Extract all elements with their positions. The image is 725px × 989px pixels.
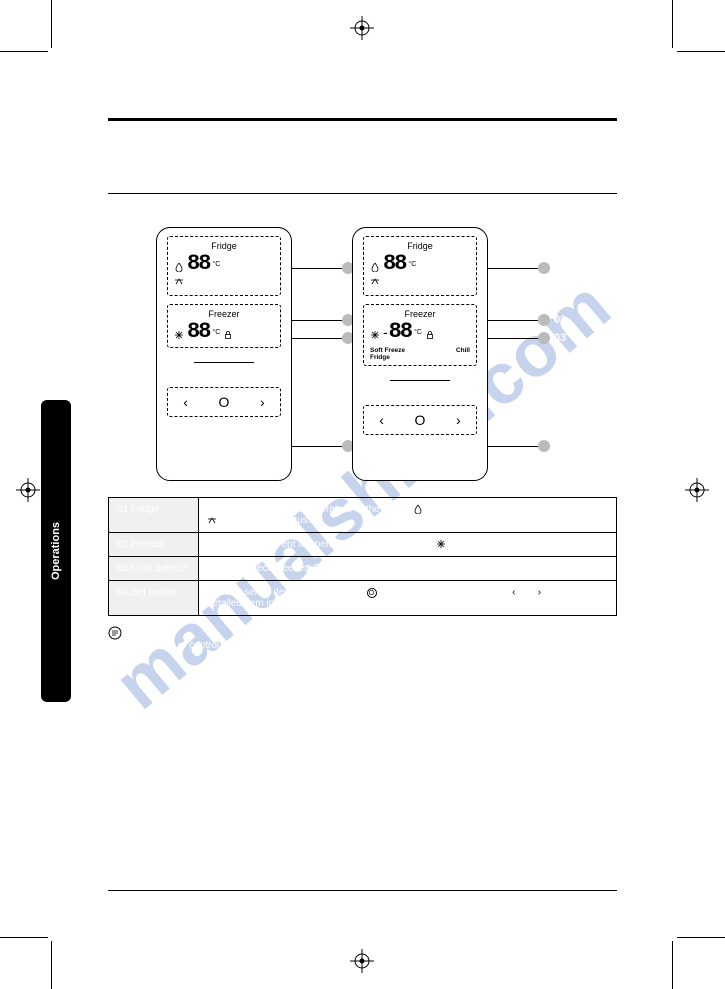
snow-icon (370, 327, 380, 337)
nav-box-b: ‹ O › (363, 405, 477, 435)
callout-dot (538, 332, 550, 344)
nav-right-a: › (260, 394, 265, 410)
page-footer: English 28 (108, 890, 617, 910)
fridge-seg-b: 88 (383, 253, 405, 275)
fridge-box-a: Fridge 88 °C (167, 236, 281, 296)
callout-01b: 01 (554, 262, 566, 274)
snow-icon (436, 539, 446, 549)
nav-right-inline: › (538, 587, 541, 598)
nav-ok-a: O (219, 394, 230, 410)
callout-dot (538, 262, 550, 274)
panel-b: Fridge 88 °C Freezer - 88 (352, 227, 488, 481)
reg-top (350, 16, 374, 40)
vacation-icon (370, 273, 380, 283)
fridge-box-b: Fridge 88 °C (363, 236, 477, 296)
row1-label: 01 Fridge (117, 504, 159, 515)
panel-type-b-wrap: TYPE B Fridge 88 °C Freezer (352, 212, 488, 481)
drop-icon (413, 504, 423, 514)
table-row: 04 Set button Used to select desired ite… (109, 581, 617, 616)
panel-b-sep (390, 380, 450, 381)
lock-icon (425, 327, 435, 337)
panel-type-a-wrap: TYPE A Fridge 88 °C Freezer (156, 212, 292, 481)
side-tab: Operations (41, 400, 71, 702)
freezer-title-a: Freezer (174, 309, 274, 319)
nav-ok-b: O (415, 412, 426, 428)
note-text: The image of control panel may differ by… (128, 640, 617, 651)
section-title: Operations (108, 139, 617, 162)
vacation-icon (207, 515, 217, 525)
note-icon (108, 626, 122, 640)
fridge-unit-b: °C (408, 261, 416, 268)
freezer-box-b: Freezer - 88 °C Soft FreezeChill Fridge (363, 304, 477, 366)
footer-lang: English (108, 899, 141, 910)
table-row: 03 Cool Select+ Used to select Freezer, … (109, 557, 617, 581)
callout-03b: 03 (554, 332, 566, 344)
vacation-icon (174, 273, 184, 283)
callout-04b: 04 (554, 440, 566, 452)
mode-labels: Soft FreezeChill Fridge (370, 347, 470, 361)
callout-02b: 02 (554, 314, 566, 326)
note: NOTE (108, 626, 617, 640)
panel-a-label: TYPE A (156, 212, 292, 223)
fridge-title-a: Fridge (174, 241, 274, 251)
fridge-title-b: Fridge (370, 241, 470, 251)
hr-heavy (108, 118, 617, 121)
callout-dot (538, 440, 550, 452)
nav-left-b: ‹ (379, 412, 384, 428)
panel-a: Fridge 88 °C Freezer 88 °C (156, 227, 292, 481)
freezer-unit-a: °C (212, 329, 220, 336)
row2-label: 02 Freezer (117, 539, 165, 550)
footer-page: 28 (606, 899, 617, 910)
freezer-seg-b: 88 (389, 321, 411, 343)
reg-right (685, 478, 709, 502)
table-row: 02 Freezer Displays the current temperat… (109, 533, 617, 557)
note-label: NOTE (128, 626, 156, 637)
drop-icon (370, 259, 380, 269)
nav-left-a: ‹ (183, 394, 188, 410)
freezer-title-b: Freezer (370, 309, 470, 319)
callout-dot (538, 314, 550, 326)
lock-icon (223, 327, 233, 337)
freezer-box-a: Freezer 88 °C (167, 304, 281, 348)
snow-icon (174, 327, 184, 337)
drop-icon (174, 259, 184, 269)
hr-light (108, 193, 617, 194)
feature-table: 01 Fridge Displays the current temperatu… (108, 497, 617, 616)
nav-ok-inline: O (367, 588, 377, 598)
reg-bottom (350, 949, 374, 973)
nav-left-inline: ‹ (512, 587, 515, 598)
row4-label: 04 Set button (117, 587, 177, 598)
subsection-title: Feature panel (108, 172, 617, 187)
freezer-unit-b: °C (414, 329, 422, 336)
reg-left (16, 478, 40, 502)
nav-right-b: › (456, 412, 461, 428)
table-row: 01 Fridge Displays the current temperatu… (109, 498, 617, 533)
panel-b-label: TYPE B (352, 212, 488, 223)
side-tab-label: Operations (50, 522, 62, 580)
freezer-seg-a: 88 (187, 321, 209, 343)
row3-label: 03 Cool Select+ (117, 563, 188, 574)
fridge-unit-a: °C (212, 261, 220, 268)
nav-box-a: ‹ O › (167, 387, 281, 417)
panel-a-sep (194, 362, 254, 363)
fridge-seg-a: 88 (187, 253, 209, 275)
